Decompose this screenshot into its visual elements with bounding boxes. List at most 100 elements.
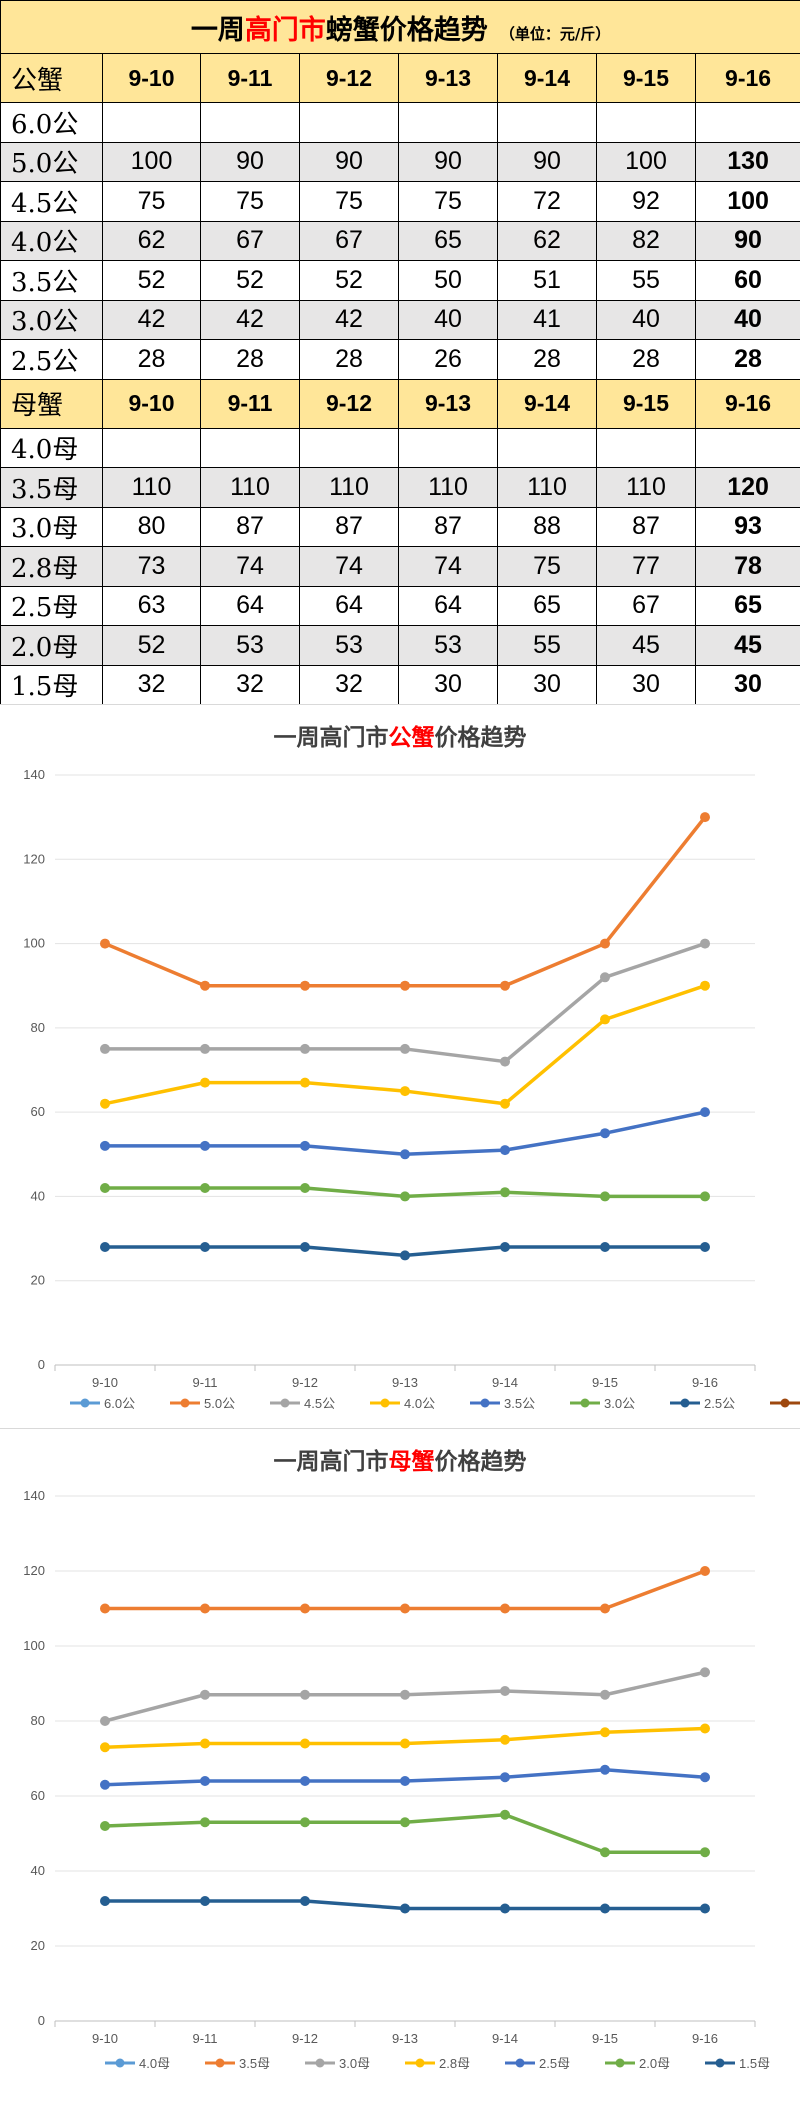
price-cell: 110 [498, 468, 597, 508]
data-point [600, 1128, 610, 1138]
data-point [500, 1772, 510, 1782]
data-point [200, 1739, 210, 1749]
x-tick-label: 9-12 [292, 1375, 318, 1390]
price-cell: 90 [300, 142, 399, 182]
date-header: 9-13 [399, 54, 498, 103]
y-tick-label: 60 [31, 1104, 45, 1119]
price-cell: 110 [201, 468, 300, 508]
price-cell: 28 [696, 340, 800, 380]
data-point [300, 1690, 310, 1700]
date-header: 9-14 [498, 379, 597, 428]
data-point [100, 1604, 110, 1614]
data-point [100, 1183, 110, 1193]
data-point [300, 1183, 310, 1193]
date-header: 9-11 [201, 379, 300, 428]
price-cell: 63 [103, 586, 201, 626]
data-point [400, 1690, 410, 1700]
male-label: 公蟹 [1, 54, 103, 103]
price-cell: 50 [399, 261, 498, 301]
price-cell: 26 [399, 340, 498, 380]
price-cell [201, 103, 300, 143]
data-point [300, 1817, 310, 1827]
data-point [300, 1242, 310, 1252]
date-header: 9-16 [696, 54, 800, 103]
date-header: 9-14 [498, 54, 597, 103]
title-suffix: 螃蟹价格趋势 [326, 15, 488, 46]
price-cell [597, 103, 696, 143]
data-point [700, 939, 710, 949]
data-point [600, 1765, 610, 1775]
y-tick-label: 120 [23, 1563, 45, 1578]
price-cell: 30 [696, 665, 800, 705]
price-cell: 51 [498, 261, 597, 301]
legend-swatch-marker [281, 1399, 290, 1408]
data-point [100, 1099, 110, 1109]
price-cell: 87 [201, 507, 300, 547]
y-tick-label: 40 [31, 1863, 45, 1878]
y-tick-label: 120 [23, 851, 45, 866]
price-cell: 30 [498, 665, 597, 705]
price-cell: 30 [399, 665, 498, 705]
price-cell: 64 [300, 586, 399, 626]
price-cell: 42 [300, 300, 399, 340]
price-cell: 80 [103, 507, 201, 547]
data-point [200, 1690, 210, 1700]
data-point [700, 1242, 710, 1252]
data-point [200, 1776, 210, 1786]
legend-label: 4.0公 [404, 1396, 435, 1411]
price-cell: 87 [399, 507, 498, 547]
table-row: 4.0母 [1, 428, 800, 468]
legend-label: 3.0公 [604, 1396, 635, 1411]
x-tick-label: 9-15 [592, 2031, 618, 2046]
data-point [400, 1149, 410, 1159]
price-cell: 52 [103, 626, 201, 666]
legend-swatch-marker [481, 1399, 490, 1408]
price-cell [103, 428, 201, 468]
x-tick-label: 9-15 [592, 1375, 618, 1390]
legend-swatch-marker [781, 1399, 790, 1408]
data-point [600, 1904, 610, 1914]
data-point [500, 1145, 510, 1155]
data-point [200, 1183, 210, 1193]
data-point [700, 981, 710, 991]
price-cell: 53 [201, 626, 300, 666]
legend-label: 5.0公 [204, 1396, 235, 1411]
data-point [200, 1141, 210, 1151]
grade-label: 2.0母 [1, 626, 103, 666]
price-cell: 90 [696, 221, 800, 261]
chart-title: 一周高门市公蟹价格趋势 [274, 724, 527, 751]
data-point [100, 1742, 110, 1752]
x-tick-label: 9-10 [92, 2031, 118, 2046]
legend-swatch-marker [681, 1399, 690, 1408]
legend-swatch-marker [316, 2059, 325, 2068]
data-point [400, 1191, 410, 1201]
data-point [100, 1896, 110, 1906]
price-cell: 67 [597, 586, 696, 626]
price-cell: 74 [201, 547, 300, 587]
legend-label: 2.5母 [539, 2056, 570, 2071]
price-cell: 110 [399, 468, 498, 508]
date-header: 9-15 [597, 379, 696, 428]
y-tick-label: 100 [23, 1638, 45, 1653]
price-cell: 74 [300, 547, 399, 587]
data-point [200, 1604, 210, 1614]
price-cell: 64 [399, 586, 498, 626]
data-point [400, 1904, 410, 1914]
data-point [100, 1141, 110, 1151]
data-point [600, 1847, 610, 1857]
x-tick-label: 9-14 [492, 1375, 518, 1390]
legend-label: 3.5母 [239, 2056, 270, 2071]
price-cell: 65 [498, 586, 597, 626]
data-point [300, 1896, 310, 1906]
price-cell: 77 [597, 547, 696, 587]
price-cell: 41 [498, 300, 597, 340]
price-cell: 100 [696, 182, 800, 222]
data-point [200, 1242, 210, 1252]
price-cell: 28 [300, 340, 399, 380]
price-cell [300, 428, 399, 468]
